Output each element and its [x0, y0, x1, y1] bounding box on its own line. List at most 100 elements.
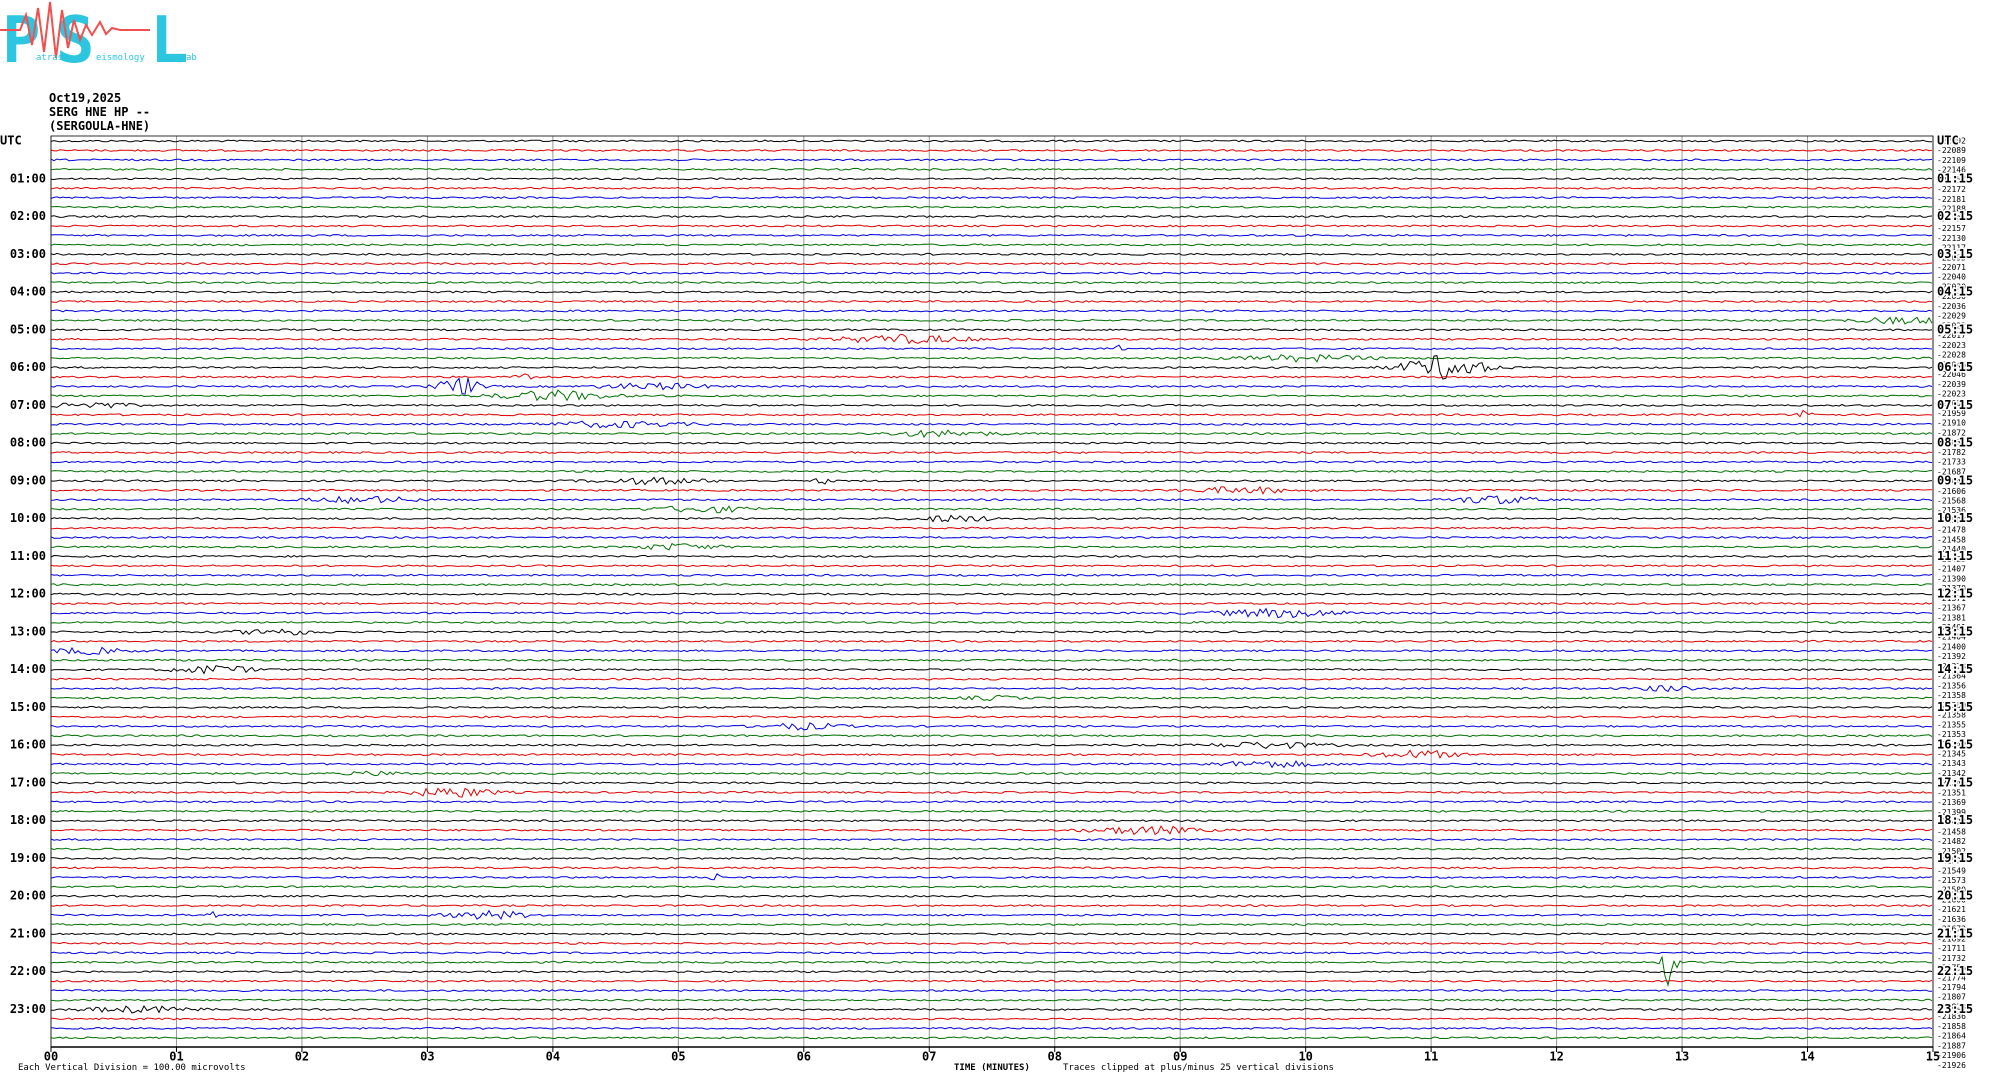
trace-offset: -21673: [1937, 925, 1966, 934]
trace-offset: -21733: [1937, 458, 1966, 467]
hour-label-left: 09:00: [10, 473, 46, 487]
trace: [50, 420, 1933, 429]
trace-offset: -21568: [1937, 497, 1966, 506]
trace: [50, 495, 1933, 505]
x-tick-label: 06: [797, 1050, 811, 1064]
trace: [50, 316, 1933, 325]
x-tick-label: 11: [1424, 1050, 1438, 1064]
plot-frame: [50, 135, 1934, 1048]
trace-offset: -21573: [1937, 876, 1966, 885]
trace: [50, 722, 1933, 731]
trace: [50, 409, 1933, 418]
trace-offset: -21823: [1937, 1002, 1966, 1011]
trace: [50, 800, 1933, 804]
trace-offset: -21606: [1937, 487, 1966, 496]
hour-label-right: 23:15: [1937, 1002, 1973, 1016]
station: SERG HNE HP --: [49, 105, 150, 119]
trace: [50, 252, 1933, 256]
hour-label-right: 16:15: [1937, 738, 1973, 752]
trace: [50, 658, 1933, 662]
trace: [50, 344, 1933, 351]
trace: [50, 505, 1933, 514]
trace: [50, 1026, 1933, 1030]
x-tick-label: 03: [420, 1050, 434, 1064]
x-tick-label: 02: [295, 1050, 309, 1064]
trace-offset: -22092: [1937, 137, 1966, 146]
hour-label-right: 21:15: [1937, 926, 1973, 940]
trace-offset: -22071: [1937, 263, 1966, 272]
trace: [50, 998, 1933, 1002]
logo-letter: P: [2, 4, 41, 78]
logo-text: eismology: [96, 53, 145, 63]
x-title: TIME (MINUTES): [954, 1063, 1030, 1073]
clip-note: Traces clipped at plus/minus 25 vertical…: [1063, 1063, 1334, 1073]
trace: [50, 787, 1933, 798]
trace-offset: -21371: [1937, 594, 1966, 603]
hour-label-right: 20:15: [1937, 889, 1973, 903]
trace-offset: -21400: [1937, 642, 1966, 651]
trace-offset: -21906: [1937, 1051, 1966, 1060]
x-tick-label: 13: [1675, 1050, 1689, 1064]
x-tick-label: 09: [1173, 1050, 1187, 1064]
trace-offset: -21355: [1937, 720, 1966, 729]
trace: [50, 554, 1933, 558]
trace: [50, 262, 1933, 266]
trace-offset: -21636: [1937, 915, 1966, 924]
trace: [50, 281, 1933, 285]
trace-offset: -22036: [1937, 302, 1966, 311]
hour-label-left: 08:00: [10, 436, 46, 450]
trace-offset: -22172: [1937, 185, 1966, 194]
trace: [50, 923, 1933, 926]
trace-offset: -22023: [1937, 341, 1966, 350]
trace: [50, 705, 1933, 709]
trace: [50, 904, 1933, 908]
hour-label-left: 06:00: [10, 360, 46, 374]
trace-offset: -21872: [1937, 428, 1966, 437]
trace-offset: -22046: [1937, 360, 1966, 369]
x-tick-label: 08: [1048, 1050, 1062, 1064]
trace-offset: -21864: [1937, 1032, 1966, 1041]
site: (SERGOULA-HNE): [49, 119, 150, 133]
hour-label-left: 04:00: [10, 285, 46, 299]
trace: [50, 951, 1933, 955]
hour-label-right: 22:15: [1937, 964, 1973, 978]
hour-label-left: 21:00: [10, 926, 46, 940]
trace-offset: -21345: [1937, 779, 1966, 788]
trace-offset: -21369: [1937, 798, 1966, 807]
trace-offset: -22017: [1937, 331, 1966, 340]
hour-label-left: 10:00: [10, 511, 46, 525]
trace: [50, 749, 1933, 760]
trace: [51, 224, 1933, 228]
trace-offset: -22022: [1937, 321, 1966, 330]
trace: [50, 373, 1933, 380]
trace-offset: -21458: [1937, 827, 1966, 836]
hour-label-right: 04:15: [1937, 285, 1973, 299]
trace: [50, 583, 1933, 587]
trace: [51, 715, 1933, 719]
trace: [50, 139, 1932, 143]
trace-offset: -21858: [1937, 1022, 1966, 1031]
logo-text: atras: [36, 53, 63, 63]
trace-offset: -22191: [1937, 214, 1966, 223]
trace: [50, 646, 1933, 656]
trace: [50, 1036, 1933, 1040]
trace: [50, 300, 1933, 303]
trace-offset: -21807: [1937, 993, 1966, 1002]
trace: [50, 885, 1933, 889]
trace: [50, 485, 1933, 495]
trace: [50, 838, 1933, 842]
trace-offset: -21364: [1937, 672, 1966, 681]
trace-offset: -21392: [1937, 652, 1966, 661]
trace: [50, 215, 1933, 218]
logo-letter: L: [150, 4, 189, 78]
trace-offset: -21774: [1937, 973, 1966, 982]
trace: [50, 290, 1933, 294]
trace-offset: -21381: [1937, 613, 1966, 622]
x-tick-label: 12: [1549, 1050, 1563, 1064]
trace-offset: -22181: [1937, 195, 1966, 204]
trace: [50, 167, 1933, 171]
trace: [50, 536, 1933, 539]
trace: [50, 741, 1933, 750]
trace-offset: -22109: [1937, 156, 1966, 165]
